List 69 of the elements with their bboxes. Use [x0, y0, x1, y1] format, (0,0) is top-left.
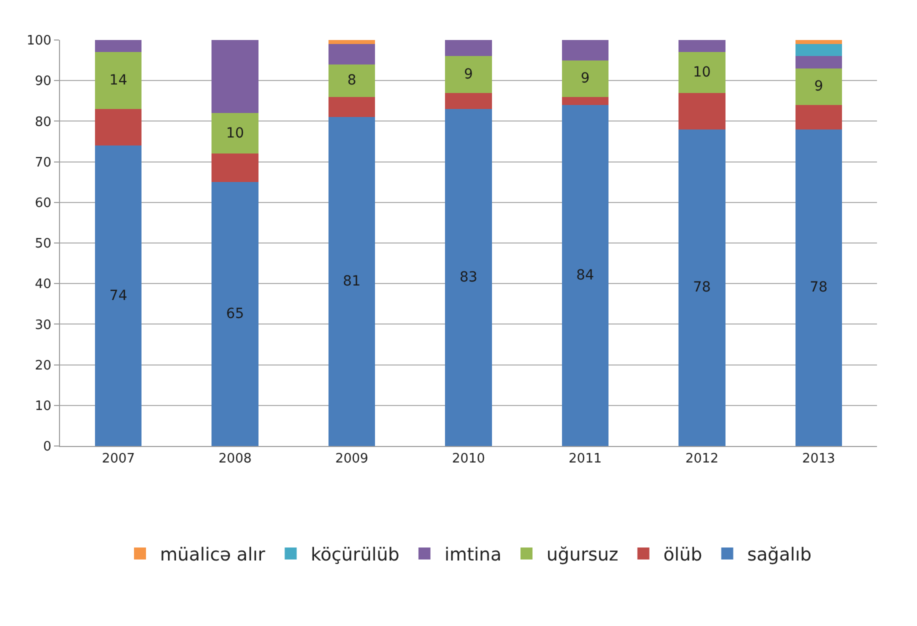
y-tick-label: 80 [34, 114, 52, 130]
x-tick-label: 2013 [802, 452, 836, 467]
y-tick-label: 90 [34, 74, 52, 90]
x-tick-label: 2012 [685, 452, 718, 467]
bar [562, 40, 609, 60]
bar [212, 182, 258, 446]
bar [562, 60, 609, 97]
bar [445, 109, 492, 446]
data-label: 65 [226, 306, 244, 322]
bar [328, 40, 376, 44]
bar [795, 104, 842, 130]
bar [212, 40, 258, 114]
bar [678, 52, 726, 93]
bar [795, 68, 842, 105]
y-tick-label: 40 [34, 277, 52, 292]
data-label: 78 [810, 280, 828, 296]
x-tick-label: 2010 [452, 452, 486, 467]
legend-label: imtina [444, 544, 502, 566]
bar [678, 92, 726, 130]
data-label: 10 [693, 64, 711, 80]
data-label: 14 [109, 72, 128, 89]
data-label: 8 [347, 72, 356, 89]
legend-label: sağalıb [747, 544, 812, 566]
bar [212, 154, 258, 182]
y-tick-label: 60 [34, 196, 52, 211]
bar [562, 104, 609, 446]
y-tick-label: 100 [26, 34, 52, 49]
data-label: 74 [109, 288, 128, 304]
legend-label: müalicə alır [160, 544, 266, 566]
bar [328, 44, 376, 64]
legend-label: köçürülüb [310, 544, 400, 566]
bar [328, 64, 376, 97]
bar [678, 40, 726, 52]
y-tick-label: 70 [34, 155, 52, 170]
bar [562, 96, 609, 105]
bar [95, 109, 142, 146]
legend-label: uğursuz [546, 544, 618, 566]
bar [95, 52, 142, 110]
bar [795, 40, 842, 44]
bar [445, 92, 492, 110]
bar [678, 129, 726, 446]
x-tick-label: 2008 [218, 452, 252, 467]
bar [795, 44, 842, 56]
bar [95, 40, 142, 52]
bar [328, 117, 376, 446]
data-label: 81 [342, 274, 361, 290]
y-tick-label: 10 [34, 398, 52, 414]
y-tick-label: 30 [34, 318, 52, 333]
bar [795, 129, 842, 446]
bar [95, 146, 142, 446]
data-label: 78 [693, 280, 711, 296]
bar [445, 40, 492, 56]
data-label: 9 [464, 66, 473, 83]
data-label: 83 [460, 270, 478, 286]
bar [212, 113, 258, 154]
data-label: 10 [226, 125, 244, 142]
data-label: 9 [580, 70, 590, 87]
x-tick-label: 2011 [568, 452, 602, 467]
y-tick-label: 50 [34, 236, 52, 252]
data-label: 9 [814, 78, 824, 95]
data-label: 84 [576, 267, 594, 284]
bar [328, 96, 376, 118]
x-tick-label: 2009 [335, 452, 368, 467]
bar [445, 56, 492, 93]
bar [795, 56, 842, 68]
x-tick-label: 2007 [102, 452, 135, 467]
y-tick-label: 20 [34, 358, 52, 374]
legend-label: ölüb [663, 544, 702, 566]
y-tick-label: 0 [43, 440, 52, 455]
